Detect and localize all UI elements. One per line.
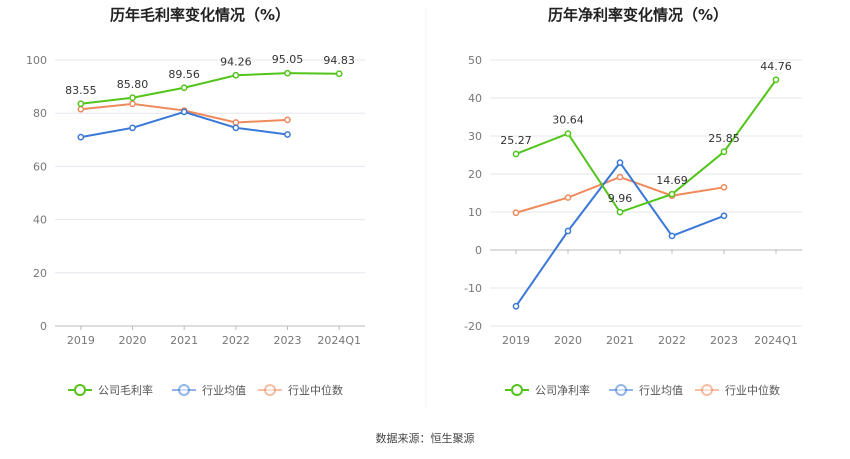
data-point-company <box>77 100 85 108</box>
x-tick-label: 2022 <box>658 334 686 347</box>
y-tick-label: 0 <box>475 244 482 257</box>
data-point-median <box>77 105 85 113</box>
x-tick-label: 2023 <box>710 334 738 347</box>
data-label: 94.26 <box>220 55 252 68</box>
x-tick-label: 2023 <box>274 334 302 347</box>
legend-label: 行业均值 <box>639 384 683 397</box>
y-tick-label: 40 <box>33 214 47 227</box>
data-point-avg <box>232 124 240 132</box>
legend-marker-company <box>511 384 523 396</box>
data-label: 83.55 <box>65 84 97 97</box>
data-point-company <box>564 130 572 137</box>
data-point-avg <box>668 232 676 240</box>
data-point-company <box>232 71 240 79</box>
data-label: 9.96 <box>608 192 633 205</box>
data-point-avg <box>284 131 291 138</box>
data-point-company <box>772 76 780 84</box>
legend-marker-median <box>701 384 713 396</box>
x-tick-label: 2019 <box>67 334 95 347</box>
data-source: 数据来源：恒生聚源 <box>376 431 475 445</box>
y-tick-label: 60 <box>33 160 47 173</box>
series-line-company <box>80 72 340 105</box>
data-point-median <box>129 100 136 108</box>
data-point-median <box>232 119 240 126</box>
data-point-company <box>512 150 520 158</box>
y-tick-label: 100 <box>26 54 47 67</box>
y-tick-label: 80 <box>33 107 47 120</box>
y-tick-label: 20 <box>33 267 47 280</box>
data-label: 44.76 <box>760 60 792 73</box>
data-label: 94.83 <box>323 54 355 67</box>
x-tick-label: 2024Q1 <box>754 334 798 347</box>
y-tick-label: 10 <box>468 206 482 219</box>
legend-marker-avg <box>178 384 190 396</box>
data-point-median <box>284 116 291 124</box>
net-margin-chart: 历年净利率变化情况（%） -20 -10 0 10 20 30 40 50 2019 2020 202… <box>464 6 802 397</box>
data-point-company <box>129 94 136 102</box>
data-point-company <box>720 148 728 156</box>
data-point-company <box>616 208 624 216</box>
data-label: 25.27 <box>500 134 532 147</box>
y-tick-label: -10 <box>464 282 482 295</box>
x-tick-label: 2020 <box>119 334 147 347</box>
legend-label: 公司毛利率 <box>98 383 153 397</box>
y-tick-label: 20 <box>468 168 482 181</box>
x-tick-label: 2024Q1 <box>317 334 361 347</box>
data-label: 85.80 <box>117 78 149 91</box>
legend-label: 行业中位数 <box>288 383 343 397</box>
data-point-company <box>180 84 188 92</box>
x-tick-label: 2021 <box>170 334 198 347</box>
data-point-avg <box>180 108 188 116</box>
y-tick-label: -20 <box>464 320 482 333</box>
data-point-avg <box>77 133 85 141</box>
data-point-avg <box>616 159 624 166</box>
x-tick-label: 2021 <box>606 334 634 347</box>
legend-marker-median <box>264 384 276 396</box>
gross-margin-chart: 历年毛利率变化情况（%） 0 20 40 60 80 100 2019 2020 2021 2022… <box>26 6 365 397</box>
series-line-avg <box>515 160 725 307</box>
chart-title: 历年净利率变化情况（%） <box>548 6 728 24</box>
x-tick-label: 2020 <box>554 334 582 347</box>
data-label: 25.85 <box>708 132 740 145</box>
data-point-median <box>616 173 624 181</box>
series-line-company <box>515 79 777 214</box>
data-label: 95.05 <box>272 53 304 66</box>
legend-marker-company <box>74 384 86 396</box>
x-tick-label: 2022 <box>222 334 250 347</box>
data-point-avg <box>720 212 728 220</box>
data-label: 30.64 <box>552 114 584 127</box>
data-point-avg <box>129 124 136 132</box>
data-point-avg <box>564 227 572 235</box>
data-label: 89.56 <box>168 68 200 81</box>
data-point-median <box>564 194 572 201</box>
data-point-company <box>335 70 343 78</box>
y-tick-label: 0 <box>40 320 47 333</box>
y-tick-label: 30 <box>468 130 482 143</box>
data-point-median <box>512 209 520 217</box>
x-tick-label: 2019 <box>502 334 530 347</box>
y-tick-label: 40 <box>468 92 482 105</box>
legend-label: 公司净利率 <box>535 383 590 397</box>
chart-title: 历年毛利率变化情况（%） <box>110 6 290 24</box>
legend-label: 行业中位数 <box>725 383 780 397</box>
data-point-median <box>720 183 728 191</box>
data-label: 14.69 <box>656 174 688 187</box>
legend-marker-avg <box>615 384 627 396</box>
data-point-company <box>284 69 291 77</box>
series-line-avg <box>80 110 288 139</box>
data-point-company <box>668 190 676 198</box>
data-point-avg <box>512 302 520 310</box>
legend-label: 行业均值 <box>202 384 246 397</box>
y-tick-label: 50 <box>468 54 482 67</box>
